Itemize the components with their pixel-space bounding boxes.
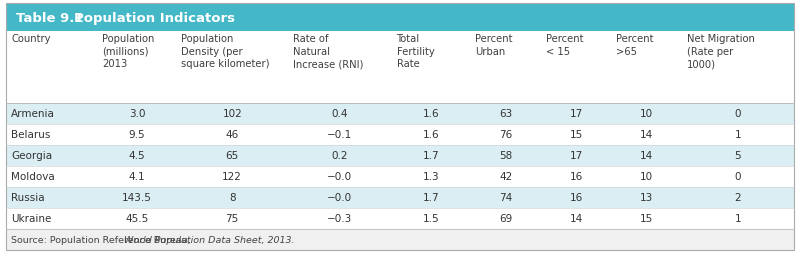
Text: 14: 14: [640, 130, 653, 140]
Text: 122: 122: [222, 171, 242, 182]
Text: Country: Country: [11, 34, 50, 44]
Text: Percent
< 15: Percent < 15: [546, 34, 583, 56]
Text: 0: 0: [734, 171, 741, 182]
Bar: [6, 104, 794, 124]
Text: 65: 65: [226, 151, 239, 161]
Text: Georgia: Georgia: [11, 151, 52, 161]
Text: Belarus: Belarus: [11, 130, 50, 140]
Text: Percent
Urban: Percent Urban: [475, 34, 513, 56]
Bar: [6, 145, 794, 166]
Text: Percent
>65: Percent >65: [616, 34, 654, 56]
Text: 8: 8: [229, 192, 235, 202]
Text: 1: 1: [734, 130, 741, 140]
Text: 0.4: 0.4: [332, 109, 348, 119]
Text: −0.3: −0.3: [327, 213, 353, 223]
Text: 143.5: 143.5: [122, 192, 152, 202]
Text: Table 9.1: Table 9.1: [16, 11, 83, 24]
Text: 4.5: 4.5: [129, 151, 146, 161]
Text: Population
(millions)
2013: Population (millions) 2013: [102, 34, 154, 69]
Text: 16: 16: [570, 192, 582, 202]
Text: 69: 69: [499, 213, 512, 223]
Text: 63: 63: [499, 109, 512, 119]
Text: 46: 46: [226, 130, 239, 140]
Text: Source: Population Reference Bureau,: Source: Population Reference Bureau,: [11, 235, 194, 244]
Text: 14: 14: [570, 213, 582, 223]
Text: Net Migration
(Rate per
1000): Net Migration (Rate per 1000): [686, 34, 754, 69]
Bar: [6, 124, 794, 145]
Text: 17: 17: [570, 151, 582, 161]
Text: 0.2: 0.2: [332, 151, 348, 161]
Text: −0.0: −0.0: [327, 171, 353, 182]
Text: 102: 102: [222, 109, 242, 119]
Text: 42: 42: [499, 171, 512, 182]
Text: −0.1: −0.1: [327, 130, 353, 140]
Text: 58: 58: [499, 151, 512, 161]
Text: 9.5: 9.5: [129, 130, 146, 140]
Text: Moldova: Moldova: [11, 171, 55, 182]
Text: 1: 1: [734, 213, 741, 223]
Text: Russia: Russia: [11, 192, 45, 202]
Text: 15: 15: [570, 130, 582, 140]
Text: 1.3: 1.3: [422, 171, 439, 182]
Text: 5: 5: [734, 151, 741, 161]
Bar: [6, 32, 794, 104]
Bar: [6, 229, 794, 250]
Text: Total
Fertility
Rate: Total Fertility Rate: [397, 34, 434, 69]
Text: Population
Density (per
square kilometer): Population Density (per square kilometer…: [181, 34, 270, 69]
Text: Rate of
Natural
Increase (RNI): Rate of Natural Increase (RNI): [293, 34, 363, 69]
Text: 74: 74: [499, 192, 512, 202]
Text: 1.7: 1.7: [422, 151, 439, 161]
Text: 2: 2: [734, 192, 741, 202]
Text: 16: 16: [570, 171, 582, 182]
Text: 1.5: 1.5: [422, 213, 439, 223]
Bar: [6, 4, 794, 32]
Text: 1.6: 1.6: [422, 130, 439, 140]
Bar: [6, 166, 794, 187]
Text: Ukraine: Ukraine: [11, 213, 51, 223]
Text: −0.0: −0.0: [327, 192, 353, 202]
Text: 76: 76: [499, 130, 512, 140]
Text: 1.6: 1.6: [422, 109, 439, 119]
Text: 4.1: 4.1: [129, 171, 146, 182]
Text: 45.5: 45.5: [126, 213, 149, 223]
Text: World Population Data Sheet, 2013.: World Population Data Sheet, 2013.: [124, 235, 294, 244]
Text: 1.7: 1.7: [422, 192, 439, 202]
Bar: [6, 208, 794, 229]
Text: 15: 15: [640, 213, 653, 223]
Text: Armenia: Armenia: [11, 109, 55, 119]
Text: 10: 10: [640, 109, 653, 119]
Text: 0: 0: [734, 109, 741, 119]
Text: 75: 75: [226, 213, 239, 223]
Text: 10: 10: [640, 171, 653, 182]
Text: 17: 17: [570, 109, 582, 119]
Text: 3.0: 3.0: [129, 109, 145, 119]
Text: Population Indicators: Population Indicators: [74, 11, 234, 24]
Bar: [6, 187, 794, 208]
Text: 14: 14: [640, 151, 653, 161]
Text: 13: 13: [640, 192, 653, 202]
